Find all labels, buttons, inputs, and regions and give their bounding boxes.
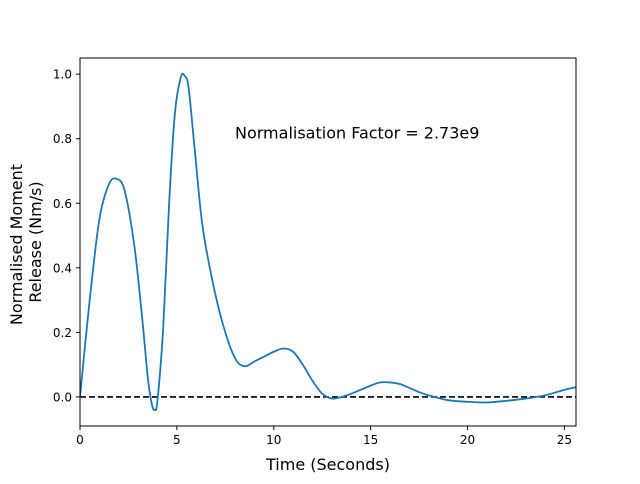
x-tick-label: 25 [557,433,572,447]
plot-layer [80,72,576,412]
x-tick-label: 10 [266,433,281,447]
x-tick-label: 15 [363,433,378,447]
x-tick-label: 5 [173,433,181,447]
y-tick-label: 0.2 [53,326,72,340]
axes-frame [79,57,577,427]
y-axis-label-line-2: Release (Nm/s) [26,181,45,302]
y-tick-label: 0.8 [53,132,72,146]
x-axis-label: Time (Seconds) [265,455,390,474]
y-tick-label: 0.0 [53,390,72,404]
x-tick-label: 20 [460,433,475,447]
series-line-0 [80,72,576,412]
y-axis-label: Normalised Moment Release (Nm/s) [7,159,45,325]
y-tick-label: 0.6 [53,197,72,211]
x-axis: 0 5 10 15 20 25 [76,426,572,447]
y-axis-label-line-1: Normalised Moment [7,164,26,325]
x-tick-label: 0 [76,433,84,447]
y-axis: 0.0 0.2 0.4 0.6 0.8 1.0 [53,68,80,404]
y-tick-label: 1.0 [53,68,72,82]
normalisation-factor-annotation: Normalisation Factor = 2.73e9 [235,124,479,143]
y-tick-label: 0.4 [53,261,72,275]
